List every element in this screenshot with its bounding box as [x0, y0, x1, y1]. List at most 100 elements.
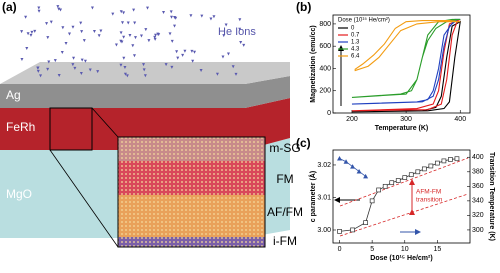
plot-frame: [332, 14, 471, 114]
ag-top: [0, 62, 290, 84]
point: [356, 168, 362, 174]
inset: [117, 136, 266, 248]
ion: [175, 50, 179, 54]
ion: [215, 72, 219, 76]
point: [408, 172, 414, 178]
ion: [239, 41, 243, 45]
ion: [154, 33, 158, 37]
ion: [173, 24, 177, 28]
ion: [37, 9, 41, 13]
y2-axis-label: Transition Temperature (K): [488, 152, 495, 241]
point: [369, 198, 375, 204]
ion: [119, 10, 123, 14]
ion: [183, 49, 187, 53]
ion: [46, 36, 50, 40]
x-axis-label: Dose (10¹⁵ He/cm²): [370, 255, 432, 262]
x-tick-label: 0: [338, 246, 342, 253]
ion: [132, 54, 136, 58]
legend-title: Dose (10¹⁵ He/cm²): [338, 17, 390, 24]
ion: [25, 47, 29, 51]
ion: [212, 15, 216, 19]
ion: [64, 41, 68, 45]
ion: [56, 5, 60, 9]
point: [350, 227, 355, 233]
ion: [156, 32, 160, 36]
legend-label: 4.3: [351, 47, 360, 53]
ion: [193, 50, 197, 54]
ion: [169, 10, 173, 14]
ion: [200, 14, 204, 18]
ion: [146, 6, 150, 10]
series-line: [354, 20, 461, 72]
ion: [189, 14, 193, 18]
legend-label: 0: [351, 26, 355, 32]
point: [389, 180, 395, 186]
y-tick-label: 200: [319, 88, 331, 95]
ion: [238, 18, 242, 22]
ion: [142, 68, 146, 72]
ion: [139, 34, 143, 38]
point: [454, 156, 460, 162]
ion: [79, 71, 83, 75]
point: [382, 183, 388, 189]
ion: [73, 66, 77, 70]
y2-tick-label: 400: [472, 154, 484, 161]
panel-a: (a) He Ions Ag FeRh MgO m-SG FM AF/FM i-…: [0, 0, 303, 248]
ion: [57, 7, 61, 11]
ion: [36, 69, 40, 73]
ion: [226, 52, 230, 56]
ion: [168, 32, 172, 36]
ion: [88, 68, 92, 72]
series-line: [351, 18, 461, 105]
ion: [164, 63, 168, 67]
ion: [111, 12, 115, 16]
y-tick-label: 3.02: [317, 162, 331, 169]
ion: [238, 27, 242, 31]
y2-tick-label: 300: [472, 227, 484, 234]
x-tick-label: 15: [433, 246, 441, 253]
y-tick-label: 400: [319, 65, 331, 72]
ion: [123, 66, 127, 70]
ion: [143, 74, 147, 78]
region-label: i-FM: [273, 234, 297, 248]
charts: [334, 45, 469, 237]
ion: [67, 32, 71, 36]
ion: [26, 32, 30, 36]
ion: [47, 60, 51, 64]
ion: [222, 34, 226, 38]
point: [428, 163, 434, 169]
ion: [122, 56, 126, 60]
guide-line: [339, 193, 469, 237]
ion: [29, 33, 33, 37]
ion: [61, 26, 65, 30]
point: [376, 187, 382, 193]
y2-tick-label: 320: [472, 212, 484, 219]
ion: [33, 29, 37, 33]
zoom-box: [49, 107, 93, 151]
y-tick-label: 600: [319, 43, 331, 50]
ion: [170, 39, 174, 43]
ion: [119, 63, 123, 67]
point: [395, 178, 401, 183]
ion: [92, 30, 96, 34]
ion: [234, 72, 238, 76]
ion: [114, 43, 118, 47]
ion: [45, 22, 49, 26]
ion: [72, 56, 76, 60]
y-tick-label: 3.01: [317, 194, 331, 201]
panel-label: (b): [296, 0, 311, 14]
y2-tick-label: 360: [472, 183, 484, 190]
ions: [20, 5, 246, 78]
ion: [119, 39, 123, 43]
series-line: [351, 18, 461, 112]
point: [337, 229, 342, 234]
ion: [123, 72, 127, 76]
ion: [121, 21, 125, 25]
point: [441, 158, 447, 164]
y-axis-label: c parameter (Å): [308, 171, 317, 222]
point: [343, 159, 349, 164]
ion: [190, 49, 194, 53]
ion: [132, 8, 136, 12]
annotation: AFM-FM: [416, 189, 441, 196]
ion: [46, 67, 50, 71]
